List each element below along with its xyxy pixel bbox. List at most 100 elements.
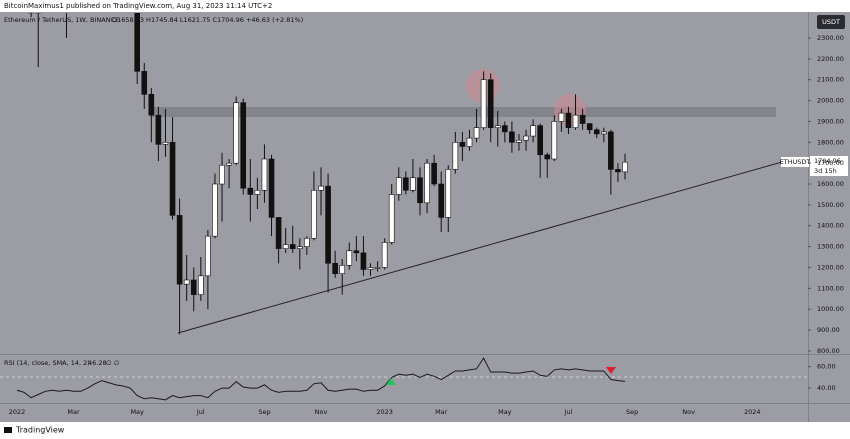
brand-logo <box>4 427 12 433</box>
candle-body <box>205 235 211 277</box>
candle-body <box>516 139 522 143</box>
candle-body <box>593 129 600 135</box>
candle-body <box>311 189 317 239</box>
y-tick-label: 2100.00 <box>817 76 844 84</box>
candle-body <box>162 141 169 145</box>
candle-body <box>367 267 374 270</box>
candle-body <box>558 112 565 122</box>
y-tick-label: 1900.00 <box>817 117 844 125</box>
y-tick-label: 60.00 <box>817 363 836 371</box>
chart-background <box>0 12 850 422</box>
candle-body <box>219 164 225 185</box>
y-tick-label: 2200.00 <box>817 55 844 63</box>
ohlc: O1658.33 H1745.84 L1621.75 C1704.96 +46.… <box>112 16 303 24</box>
candle-body <box>494 125 501 128</box>
candle-body <box>565 112 572 128</box>
last-price-box <box>810 156 848 176</box>
candle-body <box>247 187 254 195</box>
y-tick-label: 1700.00 <box>817 159 844 167</box>
publisher: BitcoinMaximus1 published on TradingView… <box>4 2 272 10</box>
candle-body <box>530 125 536 137</box>
candle-body <box>190 279 197 295</box>
candle-body <box>459 141 466 147</box>
candle-body <box>466 137 473 147</box>
rsi-title: RSI (14, close, SMA, 14, 2) <box>4 359 90 367</box>
candle-body <box>586 123 593 131</box>
trendline <box>177 161 783 334</box>
candle-body <box>388 194 395 243</box>
x-tick-label: Sep <box>626 408 638 416</box>
y-tick-label: 1600.00 <box>817 180 844 188</box>
candle-body <box>240 102 247 189</box>
candle-body <box>445 169 452 218</box>
candle-body <box>601 131 607 135</box>
y-tick-label: 1400.00 <box>817 222 844 230</box>
candle-body <box>622 161 628 173</box>
symbol: Ethereum / TetherUS, 1W, BINANCE <box>4 16 119 24</box>
candle-body <box>395 177 402 195</box>
currency-label[interactable]: USDT <box>822 18 840 26</box>
x-tick-label: Sep <box>258 408 270 416</box>
x-tick-label: Jul <box>564 408 573 416</box>
candle-body <box>509 131 515 143</box>
candle-body <box>325 185 331 264</box>
candle-body <box>275 217 282 249</box>
x-tick-label: 2023 <box>376 408 393 416</box>
x-tick-label: May <box>130 408 144 416</box>
candle-body <box>289 244 296 249</box>
candle-body <box>487 79 494 128</box>
candle-body <box>226 162 232 166</box>
candle-body <box>410 177 416 191</box>
candle-body <box>254 189 261 195</box>
y-tick-label: 900.00 <box>817 326 840 334</box>
candle-body <box>480 79 487 128</box>
candle-body <box>304 237 310 247</box>
currency-button[interactable] <box>817 15 845 29</box>
candle-body <box>502 125 508 133</box>
candle-body <box>212 183 218 237</box>
candle-body <box>374 267 381 269</box>
countdown: 3d 15h <box>814 167 837 175</box>
candle-body <box>473 127 480 139</box>
candle-body <box>353 250 360 254</box>
candle-body <box>176 215 183 285</box>
candle-body <box>339 265 346 275</box>
x-tick-label: 2024 <box>744 408 761 416</box>
candle-body <box>403 177 409 191</box>
candle-body <box>183 279 190 285</box>
candle-body <box>523 135 529 141</box>
candle-body <box>544 154 551 160</box>
x-tick-label: Nov <box>682 408 695 416</box>
rsi-value: 46.28 <box>88 359 107 367</box>
x-tick-label: May <box>498 408 512 416</box>
x-tick-label: Mar <box>435 408 448 416</box>
candle-body <box>268 158 275 218</box>
candle-body <box>452 141 459 170</box>
candle-body <box>296 246 303 249</box>
symbol-tag-box <box>781 157 809 167</box>
candle-body <box>579 114 586 124</box>
candle-body <box>551 121 558 160</box>
candle-body <box>141 71 148 95</box>
candle-body <box>148 94 155 116</box>
candle-body <box>282 244 289 249</box>
y-tick-label: 800.00 <box>817 347 840 355</box>
candle-body <box>438 183 445 218</box>
bullish-arrow <box>386 378 396 385</box>
candle-body <box>537 125 543 156</box>
bearish-arrow <box>606 367 616 374</box>
rsi-pane <box>16 357 626 401</box>
symbol-tag: ETHUSDT <box>780 158 811 166</box>
candle-body <box>615 169 621 173</box>
y-tick-label: 1000.00 <box>817 305 844 313</box>
candle-body <box>198 275 204 295</box>
brand: TradingView <box>15 426 65 435</box>
candle-body <box>424 162 430 204</box>
candle-body <box>346 250 353 266</box>
rsi-status: ∅ ∅ <box>106 359 119 367</box>
y-tick-label: 2300.00 <box>817 34 844 42</box>
candle-body <box>572 114 579 128</box>
candle-body <box>233 102 239 164</box>
